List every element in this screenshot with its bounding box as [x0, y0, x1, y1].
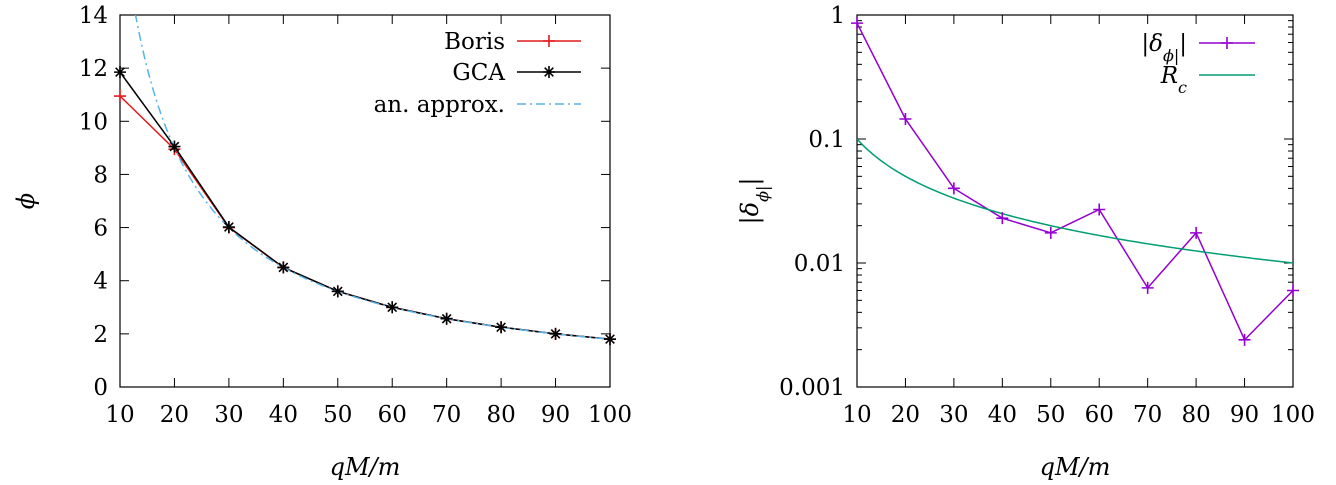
data-point	[440, 312, 453, 325]
y-axis-title: ϕ	[12, 193, 40, 209]
data-point	[549, 327, 562, 340]
data-point	[168, 140, 181, 153]
data-point	[114, 90, 126, 103]
data-point	[947, 182, 960, 195]
x-tick-label: 60	[1085, 402, 1114, 428]
y-tick-label: 14	[79, 3, 108, 29]
data-point	[899, 112, 912, 125]
data-point	[331, 285, 344, 298]
y-tick-label: 0.1	[808, 127, 845, 153]
legend-label: Rc	[1160, 63, 1187, 97]
x-tick-label: 10	[842, 402, 871, 428]
x-tick-label: 90	[1230, 402, 1259, 428]
y-tick-label: 8	[93, 162, 108, 188]
data-point	[222, 221, 235, 234]
phi-plot: 10 20 30 40 50 60 70 80 90 100 0 2 4 6 8 10 12 14 qM/m ϕ Bor…	[12, 3, 632, 481]
y-tick-label: 0	[93, 375, 108, 401]
y-tick-label: 4	[93, 269, 108, 295]
legend-label: GCA	[452, 60, 505, 86]
x-tick-label: 20	[891, 402, 920, 428]
y-tick-label: 0.01	[794, 251, 845, 277]
data-point	[851, 17, 863, 30]
y-tick-label: 1	[830, 3, 845, 29]
series-line-0	[120, 95, 610, 340]
series-layer	[857, 22, 1293, 342]
data-point	[277, 261, 290, 274]
plot-frame	[119, 14, 611, 388]
x-tick-label: 70	[1133, 402, 1162, 428]
series-line-0	[857, 22, 1293, 342]
x-axis-title: qM/m	[1040, 453, 1111, 481]
y-tick-label: 10	[79, 109, 108, 135]
plot-frame	[856, 14, 1294, 388]
x-tick-label: 90	[541, 402, 570, 428]
x-tick-label: 70	[432, 402, 461, 428]
data-point	[604, 333, 616, 346]
x-tick-label: 50	[1036, 402, 1065, 428]
data-point	[1238, 333, 1251, 346]
series-line-1	[857, 138, 1293, 264]
x-tick-label: 10	[105, 402, 134, 428]
x-tick-label: 60	[378, 402, 407, 428]
x-tick-label: 100	[1271, 402, 1315, 428]
x-tick-label: 40	[269, 402, 298, 428]
series-line-1	[120, 71, 610, 340]
x-tick-label: 100	[588, 402, 632, 428]
legend-marker	[543, 35, 555, 47]
y-tick-label: 0.001	[779, 375, 845, 401]
y-tick-label: 12	[79, 56, 108, 82]
series-layer	[120, 15, 610, 340]
series-line-2	[134, 15, 610, 340]
x-tick-label: 20	[160, 402, 189, 428]
data-point	[996, 212, 1009, 225]
y-axis-title: |δϕ||	[736, 178, 772, 225]
legend-label: an. approx.	[374, 92, 505, 118]
x-tick-label: 50	[323, 402, 352, 428]
data-point	[114, 66, 126, 79]
x-tick-label: 30	[939, 402, 968, 428]
y-tick-label: 2	[93, 322, 108, 348]
delta-phi-plot: 10 20 30 40 50 60 70 80 90 100 0.001 0.01 0.1 1 qM/m |δ…	[736, 3, 1315, 481]
y-tick-label: 6	[93, 216, 108, 242]
data-point	[1287, 284, 1299, 297]
x-tick-label: 40	[988, 402, 1017, 428]
data-point	[495, 321, 508, 334]
x-tick-label: 80	[1181, 402, 1210, 428]
x-tick-label: 30	[214, 402, 243, 428]
legend-label: Boris	[444, 29, 505, 55]
legend-marker	[543, 66, 555, 78]
data-point	[1044, 226, 1057, 239]
data-point	[1093, 203, 1106, 216]
data-point	[1190, 226, 1203, 239]
data-point	[386, 301, 399, 314]
legend-marker	[1221, 37, 1233, 49]
legend-label: |δϕ||	[1141, 31, 1187, 65]
x-tick-label: 80	[486, 402, 515, 428]
x-axis-title: qM/m	[330, 453, 401, 481]
data-point	[1141, 281, 1154, 294]
